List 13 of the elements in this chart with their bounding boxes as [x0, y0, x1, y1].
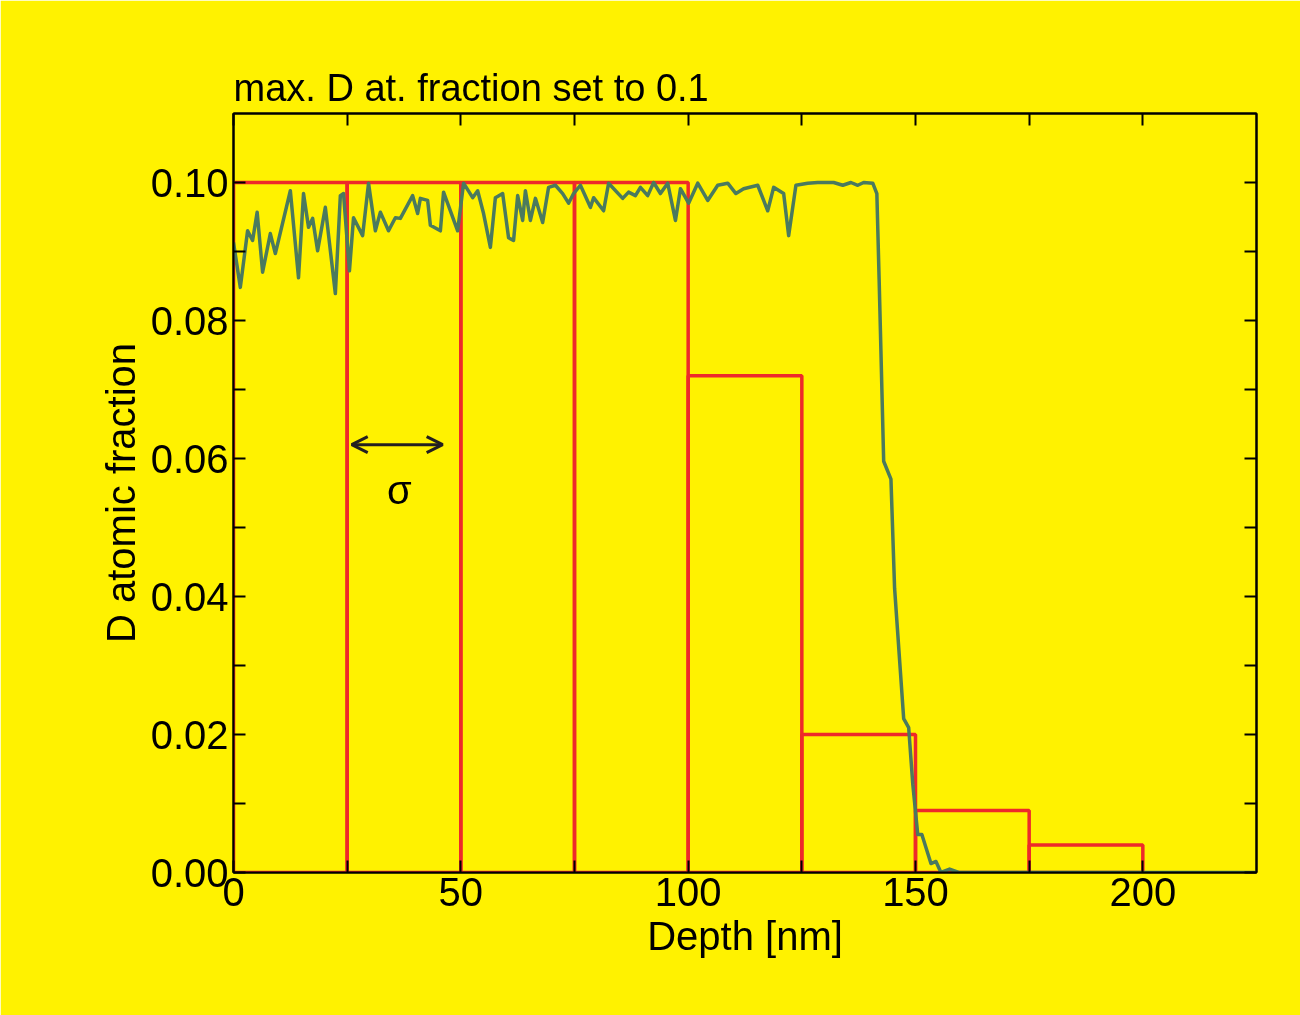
y-tick-label: 0.04 — [150, 574, 229, 619]
x-tick-label: 150 — [882, 869, 949, 914]
annotation: σ — [387, 467, 413, 512]
y-tick-label: 0.08 — [150, 298, 229, 343]
y-tick-label: 0.10 — [150, 160, 229, 205]
y-tick-label: 0.06 — [150, 436, 229, 481]
y-axis-title: D atomic fraction — [98, 342, 143, 644]
x-tick-label: 200 — [1109, 869, 1177, 914]
x-tick-label: 100 — [654, 869, 722, 914]
chart-title: max. D at. fraction set to 0.1 — [233, 66, 709, 109]
x-axis-title: Depth [nm] — [647, 913, 843, 958]
x-tick-label: 50 — [438, 869, 484, 914]
y-tick-label: 0.02 — [150, 712, 229, 757]
